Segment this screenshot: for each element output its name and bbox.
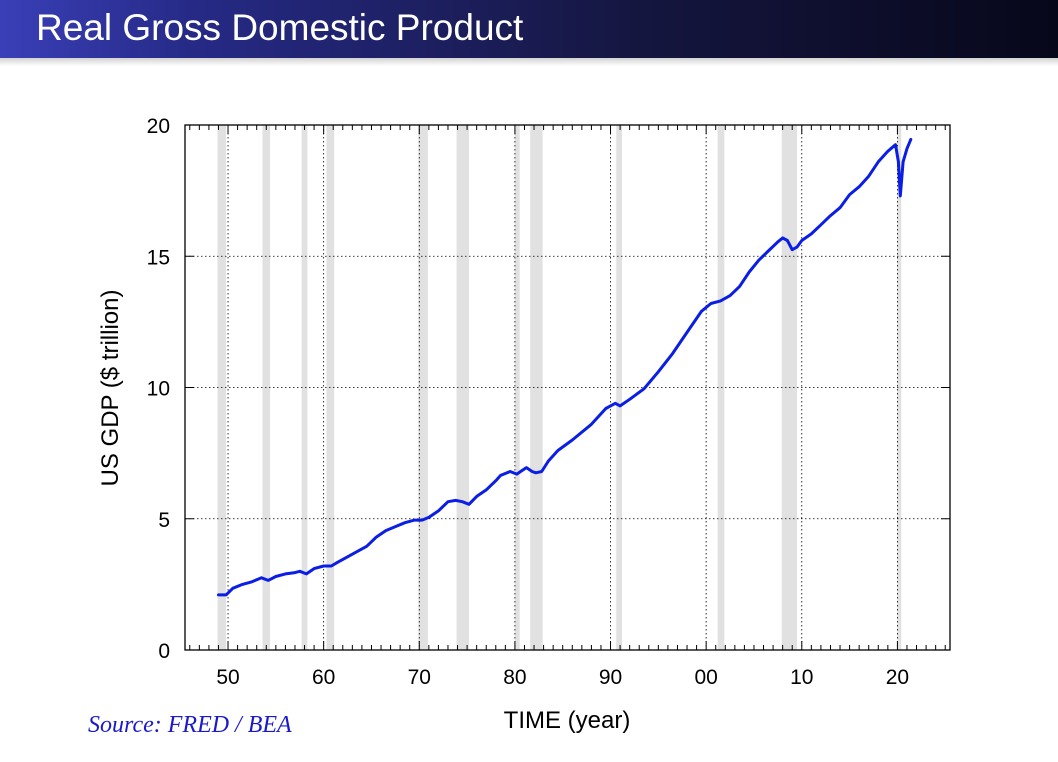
x-tick-label: 50 [216,666,239,689]
recession-bands [217,125,902,650]
y-axis-title: US GDP ($ trillion) [97,290,124,487]
recession-band [301,125,308,650]
x-tick-label: 90 [599,666,622,689]
y-tick-label: 20 [147,115,170,138]
recession-band [897,125,902,650]
recession-band [418,125,428,650]
x-tick-label: 20 [886,666,909,689]
x-tick-label: 70 [408,666,431,689]
recession-band [616,125,623,650]
x-axis-title: TIME (year) [504,707,631,734]
series-layer [217,137,913,597]
gdp-series-line [217,137,913,597]
x-tick-label: 60 [312,666,335,689]
recession-band [717,125,725,650]
title-bar-shadow [0,58,1058,66]
x-tick-label: 10 [790,666,813,689]
y-tick-label: 15 [147,246,170,269]
plot-frame [184,124,951,651]
y-tick-label: 10 [147,378,170,401]
y-tick-label: 5 [158,509,170,532]
source-note: Source: FRED / BEA [88,712,292,738]
x-tick-label: 00 [694,666,717,689]
y-tick-label: 0 [158,640,170,663]
slide-title: Real Gross Domestic Product [36,7,524,48]
recession-band [530,125,543,650]
tick-labels: 50 60 70 80 90 00 10 20 0 5 10 15 20 [147,115,909,689]
title-bar: Real Gross Domestic Product [0,0,1058,58]
grid-lines [185,125,950,650]
x-tick-label: 80 [503,666,526,689]
